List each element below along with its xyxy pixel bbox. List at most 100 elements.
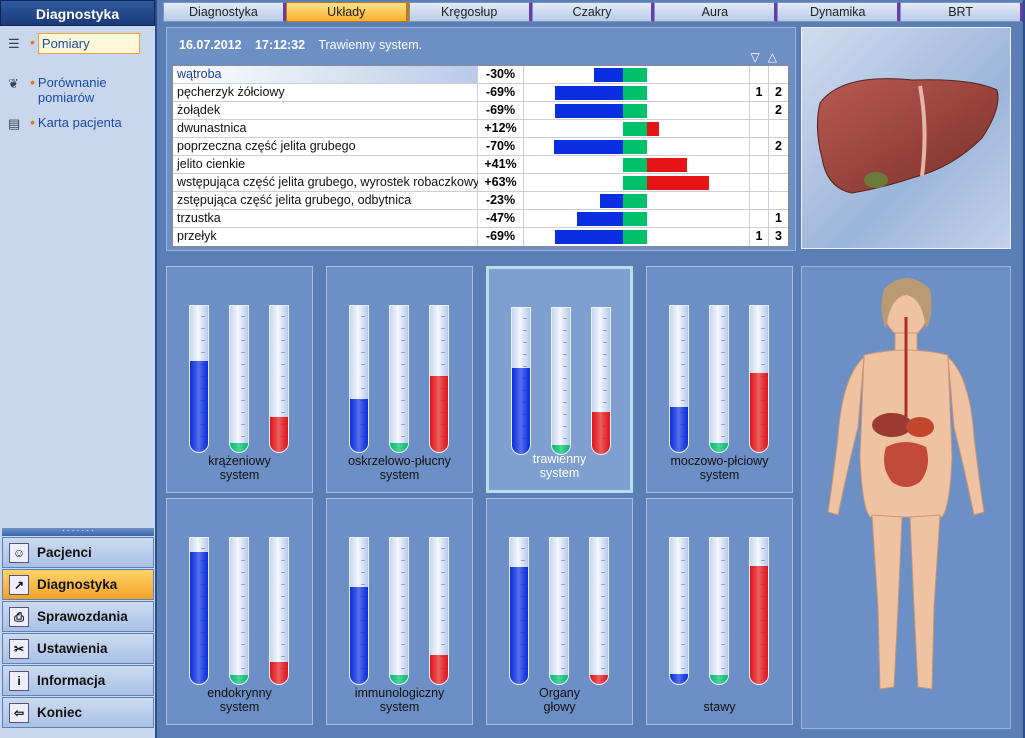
sidebar-item-1[interactable]: ❦ • Porównanie pomiarów bbox=[4, 70, 152, 110]
tab-2[interactable]: Kręgosłup bbox=[408, 2, 532, 22]
table-row[interactable]: poprzeczna część jelita grubego -70% 2 bbox=[173, 138, 788, 156]
table-row[interactable]: pęcherzyk żółciowy -69% 1 2 bbox=[173, 84, 788, 102]
tab-6[interactable]: BRT bbox=[900, 2, 1024, 22]
tube-fill-red bbox=[592, 411, 610, 454]
window-border bbox=[1023, 0, 1025, 738]
printer-icon: ⎙ bbox=[9, 606, 29, 627]
table-row[interactable]: przełyk -69% 1 3 bbox=[173, 228, 788, 246]
tube-fill-green bbox=[552, 445, 570, 454]
tube-fill-blue bbox=[512, 367, 530, 454]
organ-value: -70% bbox=[478, 138, 524, 155]
bullet-icon: • bbox=[30, 74, 35, 90]
tube-fill-red bbox=[430, 654, 448, 684]
organ-name: zstępująca część jelita grubego, odbytni… bbox=[173, 192, 478, 209]
tab-3[interactable]: Czakry bbox=[531, 2, 655, 22]
organ-name: pęcherzyk żółciowy bbox=[173, 84, 478, 101]
bar-negative bbox=[555, 86, 623, 100]
lungs-icon: ❦ bbox=[8, 76, 19, 91]
info-icon: i bbox=[9, 670, 29, 691]
system-panel[interactable]: moczowo-płciowy system bbox=[646, 266, 793, 493]
tube-fill-green bbox=[550, 675, 568, 684]
tube-fill-green bbox=[390, 675, 408, 684]
system-panel[interactable]: trawienny system bbox=[486, 266, 633, 493]
system-panel[interactable]: Organy głowy bbox=[486, 498, 633, 725]
system-label: endokrynny system bbox=[207, 686, 272, 714]
sidebar-item-0[interactable]: ☰ • Pomiary bbox=[4, 30, 152, 70]
system-label: stawy bbox=[703, 700, 736, 714]
table-row[interactable]: wstępująca część jelita grubego, wyroste… bbox=[173, 174, 788, 192]
tab-4[interactable]: Aura bbox=[654, 2, 778, 22]
count-1 bbox=[750, 102, 769, 119]
tab-5[interactable]: Dynamika bbox=[777, 2, 901, 22]
table-row[interactable]: trzustka -47% 1 bbox=[173, 210, 788, 228]
tab-0[interactable]: Diagnostyka bbox=[163, 2, 286, 22]
tube-fill-red bbox=[270, 416, 288, 452]
nav-button-1[interactable]: ↗ Diagnostyka bbox=[2, 569, 154, 600]
tube-fill-blue bbox=[510, 567, 528, 684]
nav-button-3[interactable]: ✂ Ustawienia bbox=[2, 633, 154, 664]
count-1 bbox=[750, 138, 769, 155]
sort-up-icon[interactable]: △ bbox=[767, 50, 785, 64]
sidebar-item-2[interactable]: ▤ • Karta pacjenta bbox=[4, 110, 152, 150]
nav-label: Informacja bbox=[37, 673, 106, 688]
bar-negative bbox=[555, 104, 623, 118]
table-row[interactable]: żołądek -69% 2 bbox=[173, 102, 788, 120]
organ-value: -47% bbox=[478, 210, 524, 227]
tube-fill-blue bbox=[190, 552, 208, 684]
sidebar-item-label: Porównanie pomiarów bbox=[37, 75, 107, 105]
bar-negative bbox=[555, 230, 623, 244]
count-1: 1 bbox=[750, 228, 769, 246]
count-2 bbox=[769, 192, 788, 209]
organ-table: wątroba -30% pęcherzyk żółciowy -69% 1 2 żołąd… bbox=[172, 65, 789, 247]
sidebar-item-label: Karta pacjenta bbox=[37, 115, 122, 130]
tab-1[interactable]: Układy bbox=[285, 2, 409, 22]
test-tube-green bbox=[389, 305, 409, 453]
count-2: 2 bbox=[775, 85, 782, 99]
organ-value: +12% bbox=[478, 120, 524, 137]
tube-fill-blue bbox=[190, 361, 208, 452]
system-panel[interactable]: oskrzelowo-płucny system bbox=[326, 266, 473, 493]
organ-name: żołądek bbox=[173, 102, 478, 119]
nav-button-2[interactable]: ⎙ Sprawozdania bbox=[2, 601, 154, 632]
tube-fill-green bbox=[230, 675, 248, 684]
measurement-system: Trawienny system. bbox=[318, 38, 423, 52]
test-tube-blue bbox=[189, 305, 209, 453]
table-row[interactable]: wątroba -30% bbox=[173, 66, 788, 84]
system-panel[interactable]: immunologiczny system bbox=[326, 498, 473, 725]
table-row[interactable]: dwunastnica +12% bbox=[173, 120, 788, 138]
count-1 bbox=[750, 66, 769, 83]
count-2 bbox=[769, 156, 788, 173]
organ-image-panel bbox=[801, 27, 1011, 249]
human-body-illustration bbox=[827, 278, 985, 690]
system-panel[interactable]: krążeniowy system bbox=[166, 266, 313, 493]
test-tube-red bbox=[429, 305, 449, 453]
nav-button-5[interactable]: ⇦ Koniec bbox=[2, 697, 154, 728]
organ-bar bbox=[524, 210, 750, 227]
system-panel[interactable]: endokrynny system bbox=[166, 498, 313, 725]
test-tube-red bbox=[749, 305, 769, 453]
test-tube-red bbox=[591, 307, 611, 455]
test-tube-green bbox=[229, 305, 249, 453]
sort-down-icon[interactable]: ▽ bbox=[750, 50, 768, 64]
bullet-icon: • bbox=[30, 34, 35, 50]
bar-negative bbox=[593, 68, 623, 82]
count-1 bbox=[750, 120, 769, 137]
nav-button-0[interactable]: ☺ Pacjenci bbox=[2, 537, 154, 568]
count-1 bbox=[750, 210, 769, 227]
nav-button-4[interactable]: i Informacja bbox=[2, 665, 154, 696]
tube-fill-blue bbox=[670, 673, 688, 684]
organ-bar bbox=[524, 192, 750, 209]
splitter-grip[interactable]: · · · · · · · bbox=[2, 527, 154, 536]
test-tube-red bbox=[269, 305, 289, 453]
table-row[interactable]: zstępująca część jelita grubego, odbytni… bbox=[173, 192, 788, 210]
tube-fill-red bbox=[590, 675, 608, 684]
nav-label: Koniec bbox=[37, 705, 83, 720]
system-label: krążeniowy system bbox=[208, 454, 271, 482]
system-label: oskrzelowo-płucny system bbox=[348, 454, 451, 482]
count-1 bbox=[750, 174, 769, 191]
bar-green bbox=[623, 68, 647, 82]
test-tube-red bbox=[589, 537, 609, 685]
system-panel[interactable]: stawy bbox=[646, 498, 793, 725]
organ-table-panel: 16.07.2012 17:12:32 Trawienny system. ▽△… bbox=[166, 27, 796, 251]
table-row[interactable]: jelito cienkie +41% bbox=[173, 156, 788, 174]
